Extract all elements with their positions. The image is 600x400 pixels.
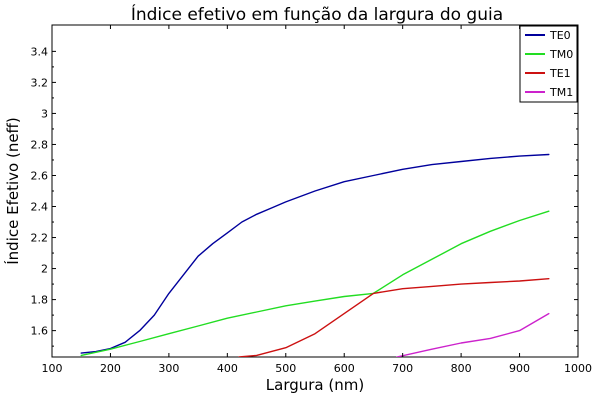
legend-box (519, 25, 578, 103)
y-axis-label: Índice Efetivo (neff) (3, 117, 22, 265)
y-tick-label: 2 (41, 263, 48, 276)
x-tick-label: 900 (509, 362, 530, 375)
legend-label-te1: TE1 (549, 67, 571, 80)
x-tick-label: 400 (217, 362, 238, 375)
series-line-te1 (238, 278, 550, 357)
x-tick-label: 700 (392, 362, 413, 375)
y-tick-label: 2.6 (31, 169, 49, 182)
y-tick-label: 2.2 (31, 232, 49, 245)
y-tick-label: 3.2 (31, 76, 49, 89)
chart-title: Índice efetivo em função da largura do g… (131, 3, 503, 25)
plot-area (51, 24, 579, 358)
series-line-tm1 (396, 312, 550, 357)
series-layer (80, 153, 550, 357)
x-tick-label: 600 (334, 362, 355, 375)
x-tick-label: 100 (42, 362, 63, 375)
series-line-tm0 (80, 210, 550, 357)
legend: TE0 TM0 TE1 TM1 (519, 25, 578, 103)
legend-label-tm0: TM0 (549, 48, 573, 61)
y-tick-label: 1.6 (31, 325, 49, 338)
y-tick-label: 3.4 (31, 45, 49, 58)
legend-label-tm1: TM1 (549, 86, 573, 99)
y-tick-label: 1.8 (31, 294, 49, 307)
legend-label-te0: TE0 (549, 29, 571, 42)
x-tick-label: 500 (275, 362, 296, 375)
x-tick-label: 300 (158, 362, 179, 375)
x-tick-label: 1000 (564, 362, 592, 375)
x-tick-label: 800 (451, 362, 472, 375)
x-tick-label: 200 (100, 362, 121, 375)
y-tick-label: 2.8 (31, 138, 49, 151)
x-axis: 100 200 300 400 500 600 700 800 900 1000 (42, 25, 592, 375)
y-axis: 1.6 1.8 2 2.2 2.4 2.6 2.8 3 3.2 3.4 (31, 45, 578, 347)
series-line-te0 (80, 153, 550, 354)
y-tick-label: 3 (41, 107, 48, 120)
x-axis-label: Largura (nm) (266, 376, 364, 394)
y-tick-label: 2.4 (31, 201, 49, 214)
